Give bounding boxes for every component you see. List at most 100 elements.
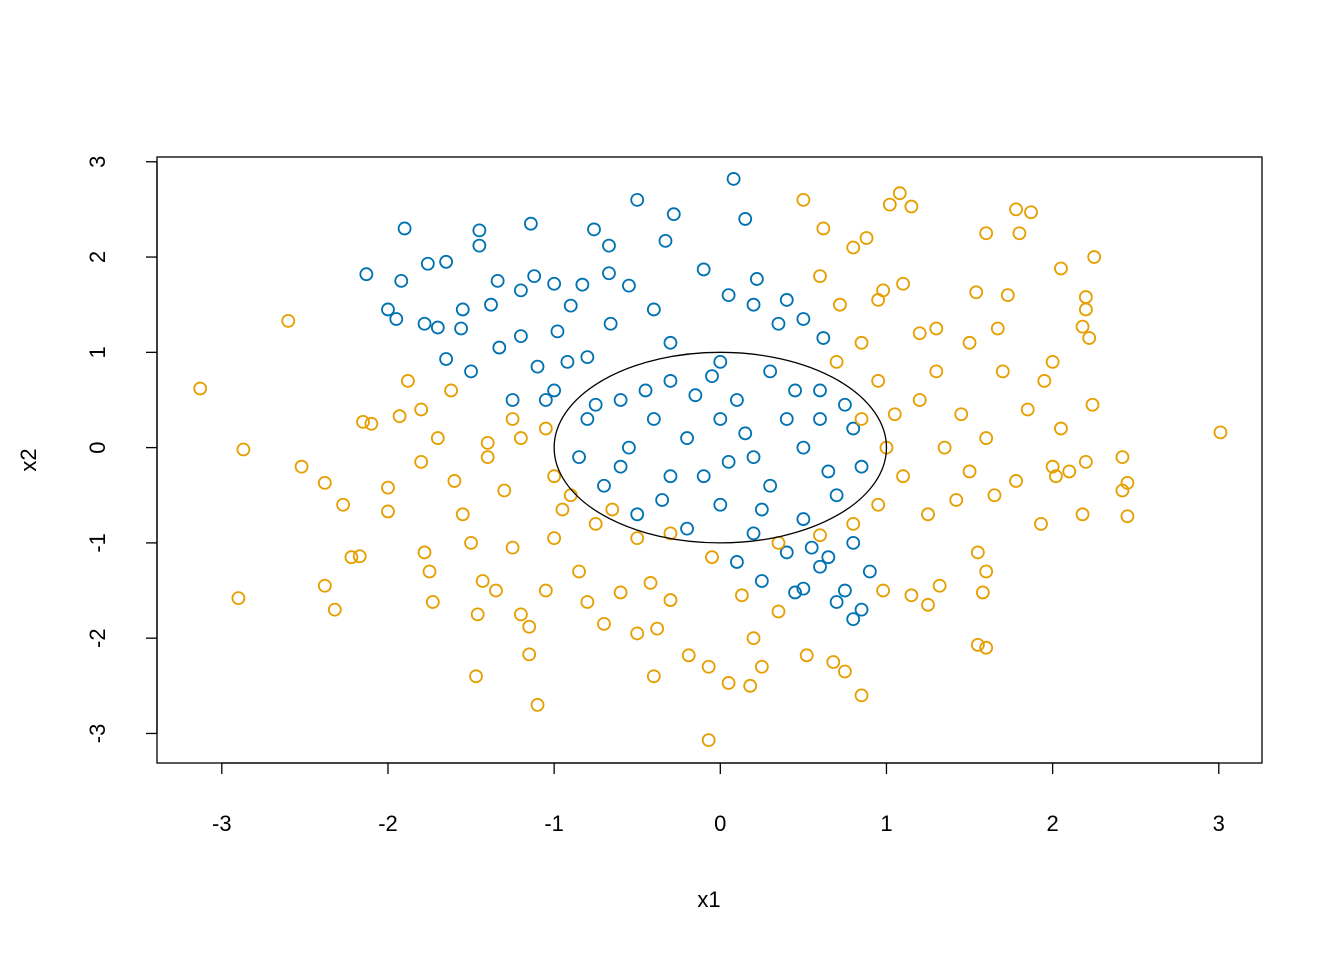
point (892, 186, 907, 201)
point (555, 502, 570, 517)
point (588, 397, 603, 412)
point (454, 321, 468, 336)
point (929, 364, 944, 379)
point (630, 531, 645, 546)
point (1020, 402, 1035, 417)
point (414, 455, 429, 469)
point (580, 412, 595, 426)
point (425, 595, 440, 609)
point (701, 659, 716, 674)
point (663, 335, 678, 350)
point (713, 497, 728, 512)
point (746, 297, 761, 312)
point (921, 597, 935, 612)
point (681, 648, 696, 663)
point (962, 335, 977, 350)
point (921, 507, 935, 522)
point (912, 393, 927, 407)
point (1045, 354, 1060, 369)
point (796, 512, 811, 526)
point (622, 278, 636, 293)
point (522, 647, 537, 662)
point (975, 585, 990, 600)
y-axis-label: x2 (16, 448, 41, 471)
point (490, 273, 505, 288)
point (522, 619, 537, 634)
point (846, 421, 861, 436)
point (970, 637, 985, 652)
x-tick-label: 3 (1213, 811, 1225, 836)
point (979, 640, 994, 655)
point (547, 531, 562, 546)
point (838, 583, 852, 598)
point (613, 585, 628, 600)
point (455, 302, 470, 317)
point (743, 678, 758, 693)
point (603, 316, 618, 331)
point (417, 545, 432, 560)
point (813, 559, 827, 574)
y-tick-label: 3 (85, 156, 110, 168)
point (896, 276, 910, 291)
point (754, 502, 769, 517)
point (838, 664, 852, 679)
point (650, 621, 665, 636)
point (1012, 226, 1027, 241)
point (236, 442, 251, 457)
point (1054, 421, 1068, 436)
point (1062, 464, 1077, 479)
point (779, 293, 794, 307)
boundary-circle (553, 351, 888, 544)
point (193, 381, 208, 396)
point (475, 574, 490, 588)
y-tick-label: 2 (85, 251, 110, 263)
point (749, 272, 764, 286)
point (1085, 397, 1100, 412)
point (962, 464, 977, 479)
point (505, 393, 520, 407)
point (746, 450, 761, 465)
point (979, 431, 994, 445)
point (1120, 475, 1135, 490)
point (788, 383, 802, 398)
point (1009, 474, 1023, 488)
point (472, 238, 487, 253)
point (563, 488, 578, 503)
point (538, 421, 553, 436)
point (904, 588, 919, 603)
point (995, 364, 1010, 379)
point (317, 578, 332, 593)
point (738, 212, 753, 226)
point (663, 469, 678, 484)
point (829, 595, 844, 609)
point (771, 316, 786, 331)
point (929, 321, 944, 336)
point (876, 583, 891, 598)
point (417, 316, 432, 331)
point (987, 488, 1002, 503)
point (281, 313, 296, 328)
x-tick-label: 1 (880, 811, 892, 836)
point (464, 535, 478, 550)
point (821, 464, 836, 479)
point (560, 354, 575, 369)
point (696, 262, 711, 277)
x-tick-label: -1 (544, 811, 564, 836)
point (464, 364, 478, 379)
point (613, 459, 628, 474)
point (1075, 507, 1090, 522)
point (771, 535, 786, 550)
point (414, 402, 429, 417)
point (514, 283, 528, 298)
point (1087, 250, 1102, 264)
point (588, 516, 603, 531)
point (514, 329, 528, 344)
point (381, 504, 395, 519)
point (646, 412, 661, 426)
point (696, 469, 711, 484)
point (666, 207, 681, 222)
point (505, 412, 520, 426)
point (484, 297, 498, 312)
point (444, 383, 459, 398)
y-tick-label: -3 (85, 724, 110, 744)
